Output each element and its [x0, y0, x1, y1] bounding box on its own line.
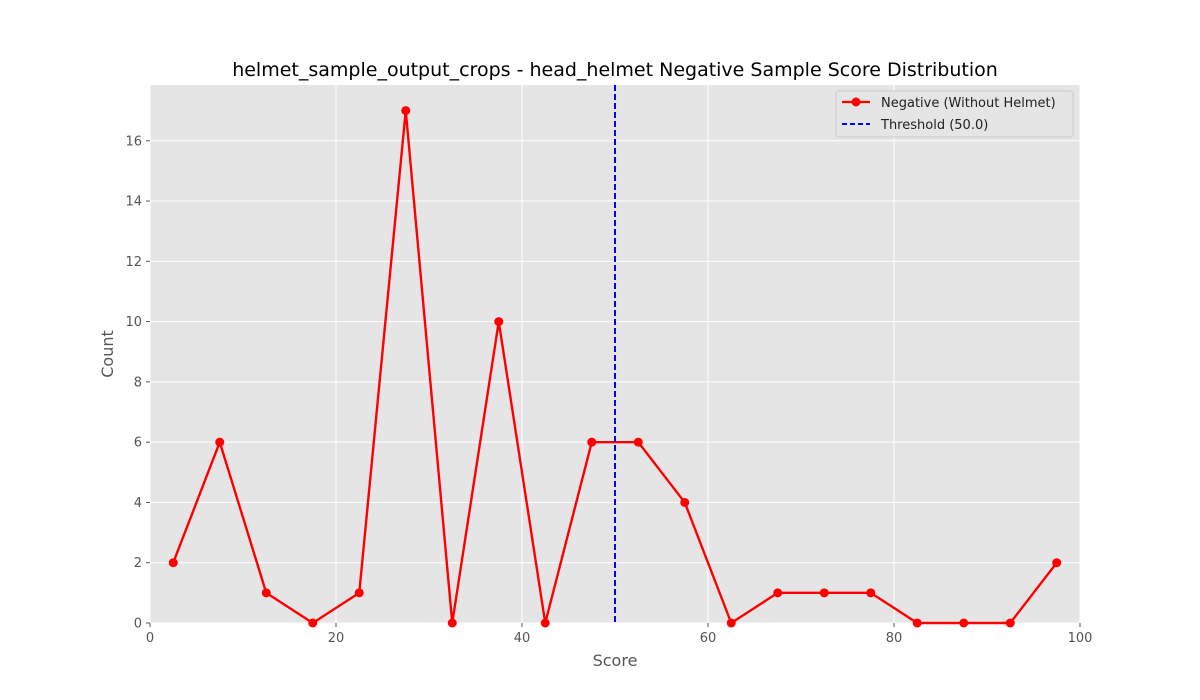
legend-series-label: Negative (Without Helmet) — [881, 96, 1056, 111]
x-tick-label: 100 — [1068, 631, 1093, 646]
y-tick-label: 0 — [134, 617, 142, 632]
legend-series-marker — [851, 97, 861, 107]
data-point — [587, 437, 597, 447]
x-tick-label: 80 — [886, 631, 903, 646]
data-point — [773, 588, 783, 598]
x-tick-label: 60 — [700, 631, 717, 646]
y-tick-label: 14 — [125, 195, 142, 210]
data-point — [168, 558, 178, 568]
data-point — [494, 317, 504, 327]
plot-area — [150, 85, 1080, 623]
legend-box — [835, 90, 1074, 138]
y-tick-label: 10 — [125, 315, 142, 330]
y-tick-label: 2 — [134, 556, 142, 571]
legend: Negative (Without Helmet) Threshold (50.… — [835, 90, 1074, 138]
data-point — [1005, 618, 1015, 628]
y-tick-label: 16 — [125, 134, 142, 149]
y-tick-label: 12 — [125, 255, 142, 270]
y-tick-label: 4 — [134, 496, 142, 511]
data-point — [912, 618, 922, 628]
x-tick-label: 20 — [328, 631, 345, 646]
data-point — [215, 437, 225, 447]
axis-ticks: 0 20 40 60 80 100 0 2 4 6 8 10 12 14 16 — [125, 134, 1092, 646]
y-tick-label: 8 — [134, 375, 142, 390]
data-point — [1052, 558, 1062, 568]
data-point — [726, 618, 736, 628]
y-axis-label: Count — [98, 330, 117, 378]
x-tick-label: 0 — [146, 631, 154, 646]
data-point — [540, 618, 550, 628]
data-point — [261, 588, 271, 598]
data-point — [308, 618, 318, 628]
series-line — [172, 109, 1058, 625]
x-tick-label: 40 — [514, 631, 531, 646]
data-point — [447, 618, 457, 628]
x-axis-label: Score — [593, 651, 638, 670]
data-point — [633, 437, 643, 447]
legend-threshold-label: Threshold (50.0) — [880, 118, 988, 133]
y-tick-label: 6 — [134, 436, 142, 451]
chart-title: helmet_sample_output_crops - head_helmet… — [232, 59, 998, 81]
data-point — [959, 618, 969, 628]
data-point — [866, 588, 876, 598]
data-point — [401, 106, 411, 116]
series-layer — [168, 106, 1062, 628]
data-point — [354, 588, 364, 598]
data-point — [819, 588, 829, 598]
data-point — [680, 497, 690, 507]
